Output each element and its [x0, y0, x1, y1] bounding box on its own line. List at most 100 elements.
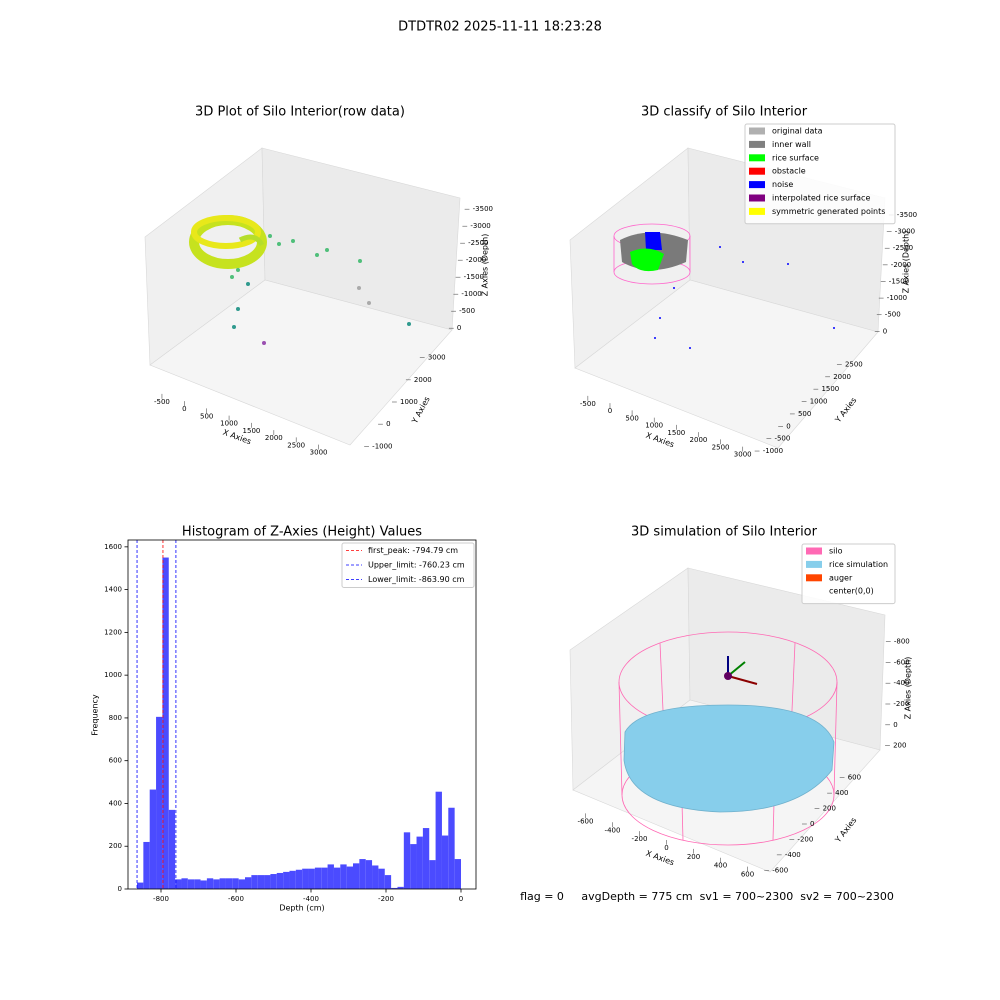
bar [206, 878, 214, 889]
bar [429, 860, 436, 889]
tick-label: -600 [894, 658, 910, 666]
point [277, 242, 281, 246]
bar [232, 878, 239, 889]
bar [378, 868, 385, 889]
axis-label: Z Axies (Depth) [481, 234, 490, 297]
bar [257, 875, 265, 889]
bar [397, 886, 404, 889]
chart-title: 3D simulation of Silo Interior [631, 525, 818, 540]
tick-label: -1000 [461, 290, 481, 298]
legend-swatch [749, 154, 765, 162]
bar [219, 878, 226, 889]
tick-label: -1500 [464, 273, 484, 281]
axis-label: Y Axies [833, 816, 859, 845]
bar [340, 864, 347, 889]
point [673, 287, 675, 289]
tick-label: -1500 [889, 277, 909, 285]
bar [333, 867, 341, 889]
legend-swatch [749, 167, 765, 175]
tick-label: 0 [810, 820, 814, 828]
legend-swatch [806, 560, 822, 568]
tick-label: -3500 [473, 205, 493, 213]
tick-label: 0 [182, 405, 186, 413]
legend-label: Lower_limit: -863.90 cm [368, 575, 465, 584]
point [833, 327, 835, 329]
tick-label: 3000 [310, 449, 328, 457]
tick-label: 1000 [810, 398, 828, 406]
legend-swatch [749, 181, 765, 189]
legend-label: silo [829, 547, 843, 556]
arc [238, 234, 265, 247]
legend-label: Upper_limit: -760.23 cm [368, 561, 465, 570]
x-tick-label: -800 [153, 895, 169, 903]
bar [353, 863, 360, 889]
x-tick-label: -400 [303, 895, 319, 903]
bar [156, 716, 163, 889]
tick-label: -2500 [893, 244, 913, 252]
y-tick-label: 1200 [104, 628, 122, 636]
point [367, 301, 371, 305]
bar [391, 887, 398, 889]
tick-label: 2500 [845, 360, 863, 368]
tick-label: -400 [605, 826, 621, 834]
x-tick-label: -200 [378, 895, 394, 903]
legend-label: inner wall [772, 140, 811, 149]
bar [143, 841, 150, 889]
tick-label: 2000 [690, 436, 708, 444]
legend-swatch [749, 127, 765, 135]
bar [346, 866, 353, 889]
legend-frame [801, 543, 896, 605]
legend-label: rice surface [772, 153, 819, 162]
tick-label: 2000 [265, 434, 283, 442]
tick-label: 1000 [645, 422, 663, 430]
legend-label: symmetric generated points [772, 207, 885, 216]
tick-label: 200 [823, 805, 836, 813]
point [236, 268, 240, 272]
tick-label: -800 [894, 638, 910, 646]
y-tick-label: 600 [109, 757, 122, 765]
axis-label: X Axies [645, 849, 676, 868]
rice-surface [630, 248, 664, 272]
bar [264, 875, 271, 889]
tick-label: -2000 [891, 261, 911, 269]
tick-label: -500 [154, 398, 170, 406]
tick-label: 2500 [712, 443, 730, 451]
bar [321, 867, 328, 889]
bar [308, 868, 315, 889]
tick-label: 200 [893, 742, 906, 750]
tick-label: 3000 [428, 354, 446, 362]
bar [168, 809, 176, 889]
bar [359, 859, 366, 889]
tick-label: -200 [632, 835, 648, 843]
y-tick-label: 400 [109, 799, 122, 807]
legend-swatch [806, 587, 822, 595]
tick-label: -200 [893, 700, 909, 708]
legend-frame [341, 542, 475, 588]
bar [454, 859, 461, 889]
tick-label: 0 [883, 327, 887, 335]
point [268, 234, 272, 238]
tick-label: 3000 [734, 451, 752, 459]
tick-label: 0 [786, 422, 790, 430]
chart-title: Histogram of Z-Axies (Height) Values [182, 525, 422, 540]
tick-label: 400 [714, 862, 727, 870]
axes-frame [127, 539, 477, 890]
point [357, 286, 361, 290]
bar [162, 557, 169, 889]
tick-label: -400 [894, 679, 910, 687]
tick-label: 2500 [287, 441, 305, 449]
bar [435, 791, 442, 889]
tick-label: -2000 [466, 256, 486, 264]
auger-axis [727, 675, 758, 685]
bar [270, 874, 277, 889]
y-tick-label: 1400 [104, 586, 122, 594]
bar [225, 878, 233, 889]
bar [149, 789, 157, 889]
point [291, 239, 295, 243]
y-tick-label: 800 [109, 714, 122, 722]
legend-swatch [749, 140, 765, 148]
bar [283, 871, 290, 889]
tick-label: 0 [893, 721, 897, 729]
tick-label: 0 [608, 407, 612, 415]
